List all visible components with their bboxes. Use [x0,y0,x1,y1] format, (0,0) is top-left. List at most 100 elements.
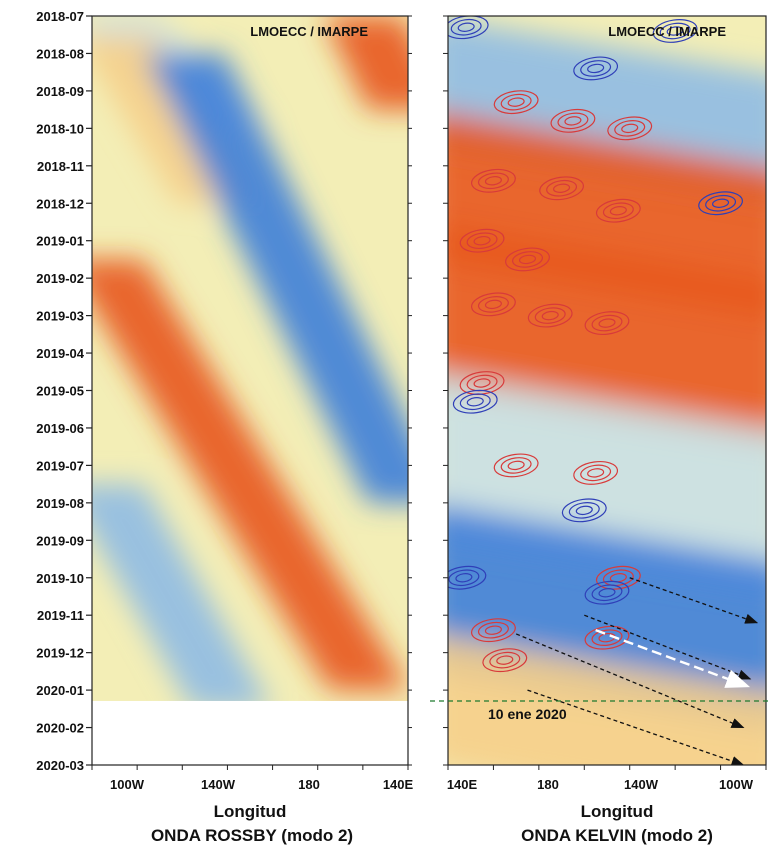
negative-contour [561,498,607,523]
negative-contour [457,22,475,32]
y-tick-label: 2018-12 [36,196,84,211]
y-tick-label: 2018-08 [36,46,84,61]
positive-contour [598,318,616,328]
negative-contour [666,26,684,36]
y-tick-label: 2018-11 [37,159,84,174]
positive-contour [500,457,532,474]
x-tick-label: 100W [719,777,754,792]
positive-contour [484,625,502,635]
negative-contour [580,60,612,77]
positive-contour [564,116,582,126]
positive-contour [459,228,505,253]
negative-contour [659,22,691,40]
positive-contour [584,625,630,650]
y-tick-label: 2019-05 [36,384,84,399]
kelvin-band [448,637,766,765]
positive-contour [518,254,537,265]
kelvin-heatmap [448,16,766,765]
propagation-arrow [515,633,745,729]
positive-contour [512,251,543,268]
x-tick-label: 140W [201,777,236,792]
negative-contour [448,569,480,587]
positive-contour [489,651,521,669]
y-tick-label: 2020-03 [36,758,84,773]
negative-contour [459,393,491,411]
y-tick-label: 2020-02 [36,721,84,736]
positive-contour [580,464,612,482]
positive-contour [477,621,509,639]
rossby-x-axis-title: Longitud [214,802,287,821]
y-tick-label: 2019-09 [36,533,84,548]
y-tick-label: 2020-01 [36,683,84,698]
y-tick-label: 2018-10 [36,121,84,136]
x-tick-label: 140W [624,777,659,792]
negative-contour [573,56,619,81]
rossby-heatmap [92,16,408,701]
positive-contour [591,629,623,646]
negative-contour [575,505,593,516]
positive-contour [557,112,589,130]
positive-contour [470,168,516,193]
kelvin-contours [448,16,744,673]
rossby-band [92,484,268,701]
x-tick-label: 180 [298,777,320,792]
propagation-arrow [584,614,752,680]
positive-contour [534,307,566,324]
positive-contour [473,378,491,388]
rossby-watermark: LMOECC / IMARPE [250,24,368,39]
negative-contour [466,397,484,407]
positive-contour [595,198,641,223]
negative-contour [450,18,482,36]
positive-contour [587,468,605,478]
x-tick-label: 100W [110,777,145,792]
positive-contour [470,618,516,643]
rossby-y-axis: 2018-07 2018-08 2018-09 2018-10 2018-11 2018-… [36,9,412,773]
x-tick-label: 180 [537,777,559,792]
positive-contour [527,303,573,328]
positive-contour [614,120,646,137]
positive-contour [507,460,525,471]
y-tick-label: 2018-07 [36,9,84,24]
positive-contour [505,247,550,272]
positive-contour [621,123,639,134]
positive-contour [595,565,641,590]
positive-contour [602,569,634,587]
y-tick-label: 2019-10 [36,571,84,586]
rossby-band [92,259,408,691]
positive-contour [584,311,630,336]
y-tick-label: 2019-12 [36,646,84,661]
y-tick-label: 2019-01 [36,234,84,249]
highlight-arrow [595,629,751,688]
negative-contour [652,19,698,43]
rossby-no-data-area [93,700,407,765]
positive-contour [539,176,585,201]
negative-contour [705,194,737,212]
kelvin-panel: 10 ene 2020 140E 180 140W 100W LMOECC / IMA… [430,15,772,845]
rossby-band [144,53,408,503]
positive-contour [459,371,505,395]
kelvin-propagation-arrows [515,577,759,765]
positive-contour [493,453,539,478]
positive-contour [591,314,623,332]
kelvin-y-ticks [443,15,448,766]
y-tick-label: 2018-09 [36,84,84,99]
positive-contour [477,296,509,313]
positive-contour [470,292,516,317]
positive-contour [466,232,498,250]
kelvin-x-axis-title: Longitud [581,802,654,821]
rossby-chart-title: ONDA ROSSBY (modo 2) [151,826,353,845]
positive-contour [507,97,525,107]
rossby-band [322,16,408,110]
negative-contour [452,389,498,414]
negative-contour [598,588,616,598]
kelvin-x-axis: 140E 180 140W 100W [447,765,767,792]
positive-contour [493,90,539,115]
negative-contour [455,573,473,583]
y-tick-label: 2019-08 [36,496,84,511]
positive-contour [607,116,653,141]
negative-contour [587,63,605,74]
negative-contour [448,565,487,590]
positive-contour [484,176,502,186]
kelvin-watermark: LMOECC / IMARPE [608,24,726,39]
